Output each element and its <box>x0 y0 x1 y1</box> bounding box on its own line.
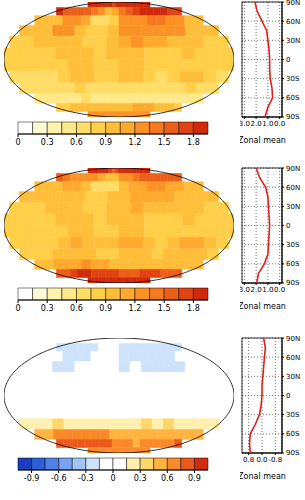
svg-text:0.8: 0.8 <box>243 456 254 464</box>
svg-text:-0.3: -0.3 <box>78 474 94 483</box>
svg-text:0: 0 <box>110 474 115 483</box>
svg-text:0: 0 <box>286 56 290 64</box>
svg-text:Zonal mean: Zonal mean <box>240 472 286 479</box>
svg-text:-0.8: -0.8 <box>268 456 282 464</box>
svg-text:0.0: 0.0 <box>256 456 267 464</box>
svg-text:0.9: 0.9 <box>188 474 201 483</box>
svg-text:0.0: 0.0 <box>274 286 285 294</box>
svg-text:60S: 60S <box>286 94 297 102</box>
svg-text:0.6: 0.6 <box>70 138 83 147</box>
svg-text:0.9: 0.9 <box>99 138 112 147</box>
svg-text:30N: 30N <box>286 373 297 381</box>
svg-text:30S: 30S <box>286 411 297 419</box>
svg-text:30N: 30N <box>286 203 297 211</box>
svg-text:1.5: 1.5 <box>158 304 171 313</box>
svg-text:0: 0 <box>286 392 290 400</box>
svg-text:30S: 30S <box>286 75 297 83</box>
svg-text:1.0: 1.0 <box>262 120 273 128</box>
svg-text:Zonal mean: Zonal mean <box>240 136 286 143</box>
svg-text:0.6: 0.6 <box>161 474 174 483</box>
svg-text:0: 0 <box>15 138 20 147</box>
svg-text:1.2: 1.2 <box>129 138 142 147</box>
svg-text:90S: 90S <box>286 449 297 457</box>
svg-text:30N: 30N <box>286 37 297 45</box>
svg-text:0.6: 0.6 <box>70 304 83 313</box>
svg-text:60N: 60N <box>286 184 297 192</box>
svg-text:1.8: 1.8 <box>187 304 200 313</box>
svg-text:0.0: 0.0 <box>274 120 285 128</box>
svg-text:1.5: 1.5 <box>158 138 171 147</box>
svg-text:90N: 90N <box>286 336 297 342</box>
svg-text:-0.6: -0.6 <box>51 474 67 483</box>
svg-text:90N: 90N <box>286 166 297 172</box>
svg-text:60N: 60N <box>286 354 297 362</box>
svg-text:0.9: 0.9 <box>99 304 112 313</box>
svg-text:0.3: 0.3 <box>134 474 147 483</box>
svg-text:0: 0 <box>15 304 20 313</box>
svg-text:Zonal mean: Zonal mean <box>240 302 286 309</box>
svg-text:3.0: 3.0 <box>240 286 250 294</box>
svg-text:1.0: 1.0 <box>262 286 273 294</box>
svg-text:90S: 90S <box>286 113 297 121</box>
svg-text:1.2: 1.2 <box>129 304 142 313</box>
svg-text:60S: 60S <box>286 260 297 268</box>
svg-text:30S: 30S <box>286 241 297 249</box>
svg-text:2.0: 2.0 <box>251 120 262 128</box>
svg-text:90S: 90S <box>286 279 297 287</box>
svg-text:60S: 60S <box>286 430 297 438</box>
svg-text:60N: 60N <box>286 18 297 26</box>
svg-text:1.8: 1.8 <box>187 138 200 147</box>
svg-text:0: 0 <box>286 222 290 230</box>
svg-text:2.0: 2.0 <box>251 286 262 294</box>
svg-text:90N: 90N <box>286 0 297 6</box>
svg-text:0.3: 0.3 <box>41 304 54 313</box>
svg-text:0.3: 0.3 <box>41 138 54 147</box>
svg-text:3.0: 3.0 <box>240 120 250 128</box>
svg-text:-0.9: -0.9 <box>24 474 40 483</box>
